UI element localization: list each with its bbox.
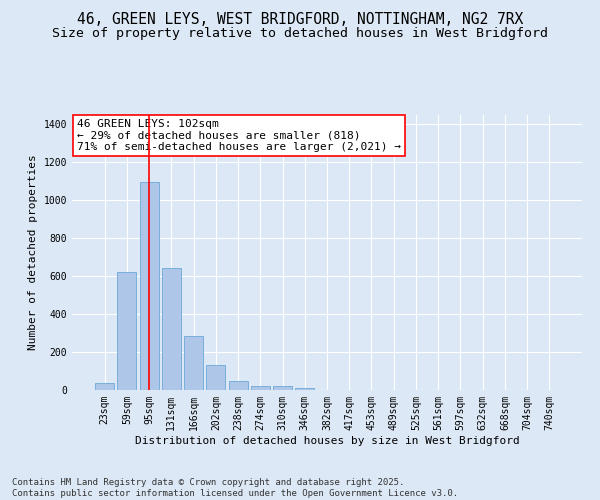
Text: Contains HM Land Registry data © Crown copyright and database right 2025.
Contai: Contains HM Land Registry data © Crown c… xyxy=(12,478,458,498)
Text: Size of property relative to detached houses in West Bridgford: Size of property relative to detached ho… xyxy=(52,28,548,40)
Bar xyxy=(251,386,270,390)
Text: 46, GREEN LEYS, WEST BRIDGFORD, NOTTINGHAM, NG2 7RX: 46, GREEN LEYS, WEST BRIDGFORD, NOTTINGH… xyxy=(77,12,523,28)
Bar xyxy=(206,366,225,390)
Bar xyxy=(229,380,248,390)
Y-axis label: Number of detached properties: Number of detached properties xyxy=(28,154,38,350)
Bar xyxy=(295,388,314,390)
Bar xyxy=(162,268,181,390)
Bar xyxy=(118,272,136,390)
X-axis label: Distribution of detached houses by size in West Bridgford: Distribution of detached houses by size … xyxy=(134,436,520,446)
Bar xyxy=(184,336,203,390)
Bar xyxy=(95,384,114,390)
Bar xyxy=(273,386,292,390)
Text: 46 GREEN LEYS: 102sqm
← 29% of detached houses are smaller (818)
71% of semi-det: 46 GREEN LEYS: 102sqm ← 29% of detached … xyxy=(77,119,401,152)
Bar xyxy=(140,182,158,390)
